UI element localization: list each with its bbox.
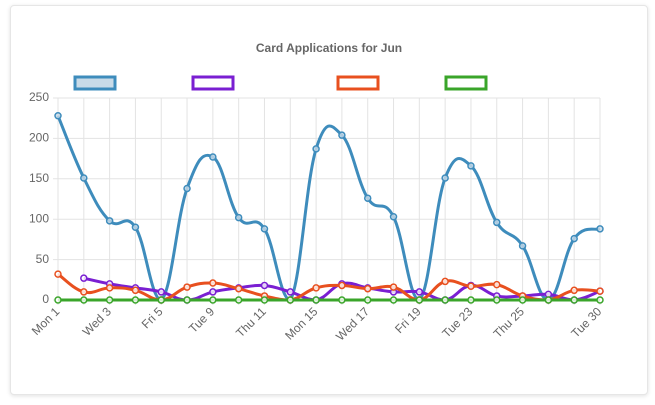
data-point [209, 288, 217, 296]
data-point [157, 296, 165, 304]
data-point [80, 296, 88, 304]
data-point [441, 277, 449, 286]
data-point [467, 162, 475, 170]
data-point [157, 288, 165, 296]
y-tick-label: 150 [29, 171, 49, 185]
data-point [286, 288, 295, 296]
data-point [234, 296, 243, 304]
legend-swatch [336, 75, 380, 91]
data-point [338, 281, 346, 290]
data-point [389, 213, 398, 221]
data-point [80, 174, 88, 182]
y-tick-label: 100 [29, 211, 49, 225]
data-point [260, 281, 269, 290]
series-line [56, 115, 601, 302]
x-tick-label: Fri 5 [139, 304, 166, 331]
card [10, 5, 648, 395]
data-point [441, 174, 449, 182]
legend-swatch [73, 75, 117, 91]
data-point [312, 296, 320, 304]
data-point [54, 296, 62, 304]
data-point [234, 213, 243, 222]
data-point [493, 218, 501, 227]
data-point [415, 296, 424, 304]
data-point [131, 286, 140, 295]
data-point [596, 225, 604, 233]
data-point [131, 223, 140, 232]
x-tick-label: Fri 19 [392, 304, 424, 336]
data-point [363, 284, 372, 293]
data-point [105, 296, 114, 304]
data-point [209, 279, 217, 287]
x-tick-label: Mon 1 [29, 304, 63, 338]
x-tick-label: Thu 11 [233, 304, 269, 340]
data-point [493, 296, 501, 304]
x-tick-label: Mon 15 [282, 304, 320, 342]
data-point [260, 225, 269, 233]
data-point [338, 131, 346, 139]
x-tick-label: Tue 30 [568, 304, 604, 340]
data-point [389, 296, 398, 304]
chart-title: Card Applications for Jun [256, 41, 402, 55]
data-point [338, 296, 346, 304]
data-point [570, 296, 578, 304]
data-point [105, 217, 114, 225]
data-point [131, 296, 140, 304]
data-point [493, 280, 501, 289]
data-point [570, 234, 578, 243]
data-point [467, 296, 475, 304]
y-tick-label: 200 [29, 131, 49, 145]
data-point [54, 270, 62, 278]
data-point [467, 282, 475, 291]
data-point [105, 284, 114, 292]
data-point [415, 288, 424, 296]
data-point [441, 296, 449, 304]
data-point [544, 296, 553, 304]
series-line [57, 272, 601, 302]
data-point [80, 274, 88, 282]
legend-swatch [191, 75, 235, 91]
y-tick-label: 250 [29, 90, 49, 104]
data-point [183, 296, 191, 304]
data-point [183, 184, 191, 193]
y-tick-label: 0 [42, 292, 49, 306]
x-tick-label: Tue 9 [186, 304, 218, 336]
data-point [389, 283, 398, 291]
y-tick-label: 50 [36, 252, 50, 266]
data-point [234, 284, 243, 293]
data-point [518, 242, 527, 250]
x-tick-label: Wed 3 [80, 304, 115, 339]
data-point [518, 296, 527, 304]
data-point [260, 296, 269, 304]
data-point [570, 286, 578, 295]
data-point [183, 283, 191, 291]
data-point [312, 145, 320, 153]
x-tick-label: Wed 17 [333, 304, 372, 343]
x-tick-label: Tue 23 [439, 304, 475, 340]
data-point [209, 153, 217, 161]
data-point [596, 287, 604, 295]
data-point [596, 296, 604, 304]
data-point [363, 296, 372, 304]
x-tick-label: Thu 25 [491, 304, 528, 341]
legend-swatch [444, 75, 488, 91]
data-point [286, 296, 295, 304]
data-point [80, 288, 88, 296]
data-point [209, 296, 217, 304]
data-point [312, 284, 320, 292]
data-point [363, 194, 372, 202]
data-point [54, 112, 62, 120]
